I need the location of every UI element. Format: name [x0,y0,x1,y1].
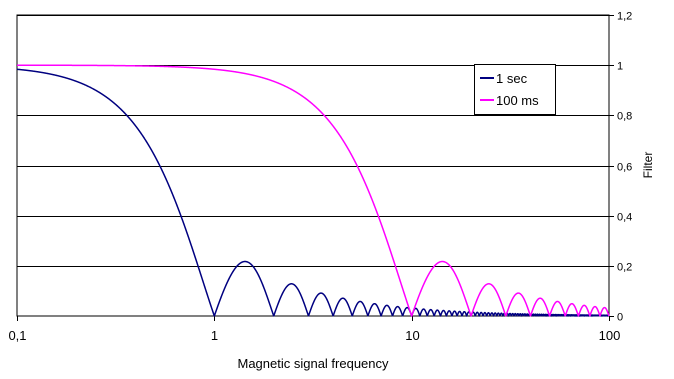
y-tick-label: 0 [617,312,623,324]
x-tick-label: 10 [405,328,419,343]
legend-box [474,64,556,115]
y-tick-label: 0,6 [617,162,632,174]
plot-frame [16,14,610,317]
x-tick-label: 100 [599,328,621,343]
legend: 1 sec 100 ms [474,64,556,115]
series-line-2 [16,64,610,317]
legend-label: 100 ms [496,93,539,108]
legend-label: 1 sec [496,71,528,86]
x-tick-label: 1 [211,328,218,343]
x-axis-title: Magnetic signal frequency [237,356,389,371]
series-layer [16,64,610,317]
y-tick-label: 0,4 [617,212,632,224]
y-axis-title: Filter [641,152,655,179]
y-tick-label: 0,8 [617,111,632,123]
y-tick-label: 1 [617,61,623,73]
series-line-1 [16,68,610,317]
y-tick-label: 0,2 [617,262,632,274]
y-tick-label: 1,2 [617,11,632,23]
plot-area [16,14,610,317]
x-tick-label: 0,1 [8,328,26,343]
axes: 0 0,2 0,4 0,6 0,8 1 1,2 0,1 1 10 100 [8,11,632,344]
